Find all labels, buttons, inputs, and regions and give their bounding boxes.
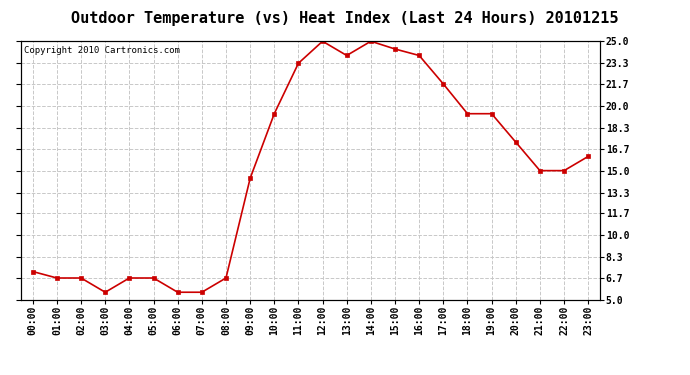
Text: Outdoor Temperature (vs) Heat Index (Last 24 Hours) 20101215: Outdoor Temperature (vs) Heat Index (Las… (71, 11, 619, 26)
Text: Copyright 2010 Cartronics.com: Copyright 2010 Cartronics.com (23, 46, 179, 56)
